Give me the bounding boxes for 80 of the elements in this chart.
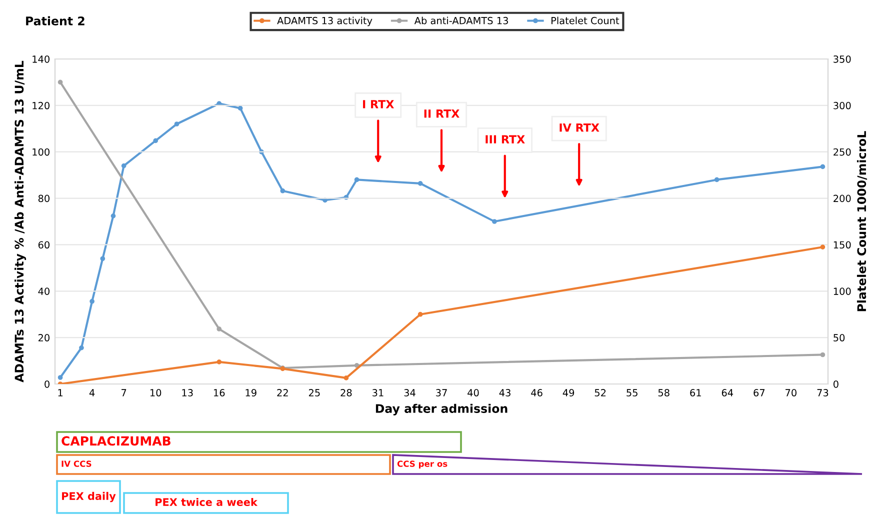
text: CCS per os (397, 460, 448, 469)
x-tick-label: 43 (499, 389, 510, 396)
x-tick-label: 67 (754, 389, 765, 396)
y-tick-label: 140 (32, 55, 50, 63)
annotation: III RTX (486, 135, 525, 144)
y-tick-label: 120 (32, 102, 50, 110)
x-tick-label: 22 (277, 389, 288, 396)
point (418, 312, 423, 317)
point (216, 360, 222, 364)
y2-tick-label: 200 (834, 194, 851, 202)
point (58, 80, 63, 85)
y2-tick-label: 350 (834, 55, 851, 63)
point (492, 219, 497, 224)
text: IV CCS (62, 460, 92, 467)
x-tick-label: 19 (246, 389, 256, 396)
x-tick-label: 73 (817, 389, 828, 396)
point (418, 181, 423, 186)
x-tick-label: 40 (468, 389, 479, 396)
text: PEX daily (62, 492, 116, 502)
point (58, 375, 63, 380)
x-tick-label: 31 (372, 389, 384, 396)
chart-title: Patient 2 (26, 16, 84, 26)
point (280, 188, 286, 194)
legend-label: Ab anti-ADAMTS 13 (414, 16, 508, 24)
y2-tick-label: 50 (834, 334, 845, 342)
x-tick-label: 4 (89, 389, 95, 396)
point (121, 163, 126, 168)
point (820, 352, 826, 358)
annotation: II RTX (424, 110, 460, 118)
x-tick-label: 7 (122, 389, 126, 396)
point (714, 177, 720, 182)
point (110, 214, 116, 218)
x-tick-label: 1 (58, 389, 62, 396)
annotation: I RTX (363, 100, 394, 108)
x-tick-label: 55 (626, 389, 638, 396)
y2-tick-label: 100 (834, 288, 851, 295)
y-tick-label: 100 (32, 148, 50, 156)
x-tick-label: 34 (404, 389, 416, 396)
annotation: IV RTX (560, 124, 600, 132)
y-tick-label: 60 (38, 241, 50, 249)
x-tick-label: 46 (531, 389, 542, 396)
x-tick-label: 28 (340, 389, 352, 396)
x-tick-label: 13 (182, 389, 193, 396)
y-tick-label: 20 (38, 334, 50, 342)
x-tick-label: 70 (786, 389, 796, 396)
point (820, 244, 826, 250)
x-axis-title: Day after admission (376, 404, 508, 416)
legend-label: Platelet Count (552, 16, 620, 24)
x-tick-label: 49 (562, 389, 574, 396)
legend-label: ADAMTS 13 activity (277, 16, 372, 26)
point (344, 376, 349, 380)
x-tick-label: 52 (594, 389, 606, 396)
point (153, 138, 158, 144)
x-tick-label: 25 (308, 389, 320, 396)
point (238, 106, 243, 111)
point (216, 326, 222, 332)
x-tick-label: 37 (436, 389, 447, 396)
y2-axis-title: Platelet Count 1000/microL (856, 131, 868, 312)
y-tick-label: 40 (38, 288, 50, 295)
x-tick-label: 10 (150, 389, 162, 396)
text: PEX twice a week (156, 498, 258, 506)
point (79, 345, 84, 350)
y-tick-label: 80 (38, 194, 50, 202)
x-tick-label: 64 (722, 389, 734, 396)
y2-tick-label: 300 (834, 102, 851, 110)
y-axis-title: ADAMTs 13 Activity % /Ab Anti-ADAMTS 13 U/mL (14, 60, 26, 382)
text: CAPLACIZUMAB (62, 436, 170, 446)
point (90, 298, 94, 304)
point (174, 122, 180, 126)
point (820, 164, 826, 170)
point (354, 363, 360, 368)
y2-tick-label: 150 (834, 241, 851, 249)
y2-tick-label: 250 (834, 148, 851, 156)
x-tick-label: 16 (214, 389, 225, 396)
y-tick-label: 0 (44, 380, 50, 388)
x-tick-label: 61 (690, 389, 701, 396)
y2-tick-label: 0 (834, 380, 838, 388)
x-tick-label: 58 (658, 389, 670, 396)
point (354, 177, 360, 182)
point (100, 256, 106, 262)
